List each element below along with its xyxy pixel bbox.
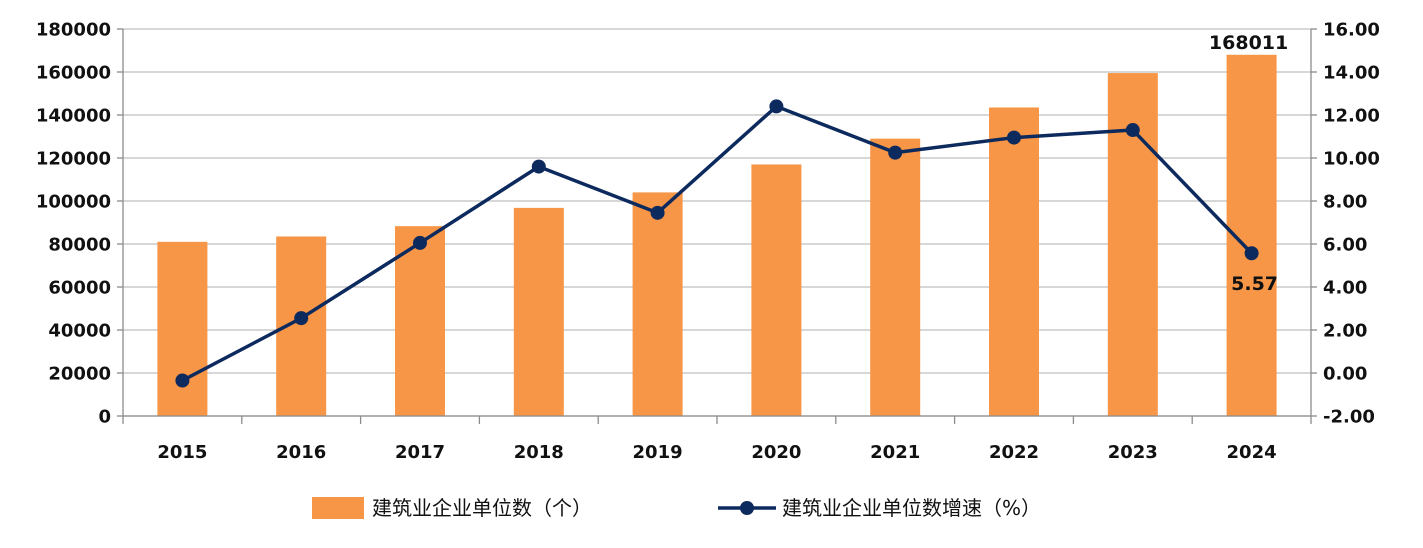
line-series: [175, 99, 1259, 388]
line-data-label: 5.57: [1231, 273, 1278, 295]
left-axis-tick-label: 0: [98, 407, 111, 428]
x-axis-tick-label: 2022: [989, 442, 1039, 463]
left-axis-tick-label: 120000: [36, 149, 111, 170]
growth-point-2022: [1007, 130, 1021, 145]
growth-point-2023: [1125, 123, 1140, 138]
axes: 0 -2.00 20000 0.00 40000 2.00 60000 4.00 80000 6.…: [36, 20, 1380, 464]
growth-point-2024: [1244, 246, 1259, 261]
right-axis-tick-label: 8.00: [1323, 192, 1367, 213]
left-axis-tick-label: 160000: [36, 63, 111, 84]
legend-bar-swatch: [312, 497, 364, 519]
x-axis-tick-label: 2019: [633, 442, 683, 463]
growth-line: [181, 104, 1253, 383]
right-axis-tick-label: 6.00: [1323, 235, 1367, 256]
x-axis-tick-label: 2020: [751, 442, 801, 463]
x-axis-tick-label: 2016: [276, 442, 326, 463]
x-axis-tick-label: 2018: [514, 442, 564, 463]
legend: 建筑业企业单位数（个） 建筑业企业单位数增速（%）: [312, 496, 1041, 520]
bar-series: [157, 54, 1277, 417]
left-axis-tick-label: 20000: [48, 364, 111, 385]
bar-2015: [157, 241, 208, 416]
bar-2017: [395, 226, 445, 416]
right-axis-tick-label: 12.00: [1323, 106, 1380, 127]
data-labels: 168011 5.57: [1209, 32, 1288, 295]
x-axis-tick-label: 2024: [1227, 442, 1277, 463]
bar-2021: [870, 138, 921, 416]
right-axis-tick-label: 2.00: [1323, 321, 1367, 342]
right-axis-tick-label: 16.00: [1323, 20, 1380, 41]
bar-data-label: 168011: [1209, 32, 1288, 54]
left-axis-tick-label: 180000: [36, 20, 111, 41]
bar-2022: [989, 107, 1039, 416]
left-axis-tick-label: 100000: [36, 192, 111, 213]
right-axis-tick-label: 10.00: [1323, 149, 1380, 170]
x-axis-tick-label: 2021: [870, 442, 920, 463]
legend-line-label: 建筑业企业单位数增速（%）: [782, 496, 1041, 520]
legend-line-marker: [740, 501, 754, 515]
right-axis-tick-label: -2.00: [1323, 407, 1375, 428]
growth-point-2021: [888, 145, 903, 160]
legend-bar-label: 建筑业企业单位数（个）: [372, 496, 592, 520]
growth-point-2018: [531, 159, 546, 174]
left-axis-tick-label: 40000: [48, 321, 111, 342]
bar-2019: [632, 192, 683, 416]
left-axis-tick-label: 60000: [48, 278, 111, 299]
right-axis-tick-label: 14.00: [1323, 63, 1380, 84]
x-axis-tick-label: 2017: [395, 442, 445, 463]
growth-point-2017: [413, 235, 427, 250]
growth-point-2015: [175, 373, 190, 388]
bar-2018: [513, 207, 564, 416]
bar-2020: [751, 164, 802, 416]
growth-point-2016: [294, 311, 309, 326]
right-axis-tick-label: 0.00: [1323, 364, 1367, 385]
right-axis-tick-label: 4.00: [1323, 278, 1367, 299]
x-axis-tick-label: 2015: [157, 442, 207, 463]
growth-point-2020: [769, 99, 784, 114]
left-axis-tick-label: 140000: [36, 106, 111, 127]
left-axis-tick-label: 80000: [48, 235, 111, 256]
growth-point-2019: [650, 205, 665, 220]
x-axis-tick-label: 2023: [1108, 442, 1158, 463]
